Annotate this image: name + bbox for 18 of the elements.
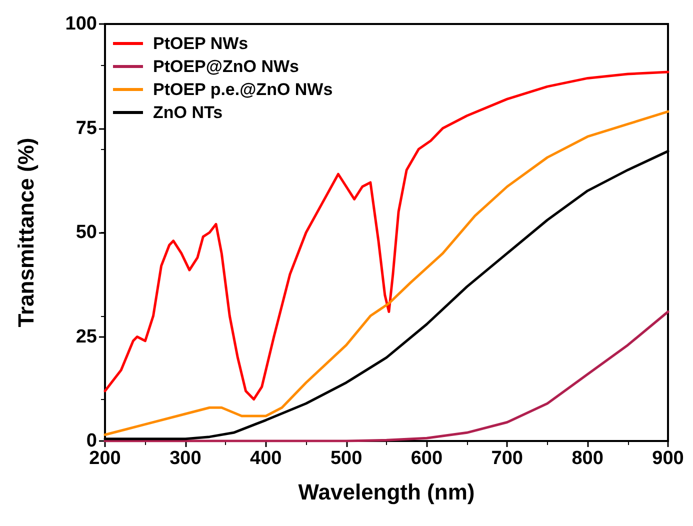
y-tick-label: 75: [76, 118, 98, 139]
x-axis-title: Wavelength (nm): [298, 480, 475, 504]
x-tick-label: 900: [652, 448, 684, 469]
x-tick-label: 400: [250, 448, 282, 469]
y-axis-title: Transmittance (%): [14, 138, 38, 328]
y-tick-label: 25: [76, 326, 98, 348]
x-tick-label: 300: [170, 448, 202, 469]
x-tick-label: 800: [572, 448, 604, 469]
x-tick-label: 500: [330, 448, 362, 469]
y-tick-label: 50: [76, 222, 97, 243]
legend-label: PtOEP p.e.@ZnO NWs: [153, 80, 333, 99]
legend-label: PtOEP@ZnO NWs: [153, 57, 299, 76]
x-tick-label: 600: [410, 448, 443, 469]
x-tick-label: 700: [491, 448, 523, 469]
legend-label: PtOEP NWs: [153, 34, 248, 53]
legend-label: ZnO NTs: [153, 103, 223, 122]
line-series: [104, 310, 670, 442]
y-tick-label: 100: [65, 14, 97, 34]
